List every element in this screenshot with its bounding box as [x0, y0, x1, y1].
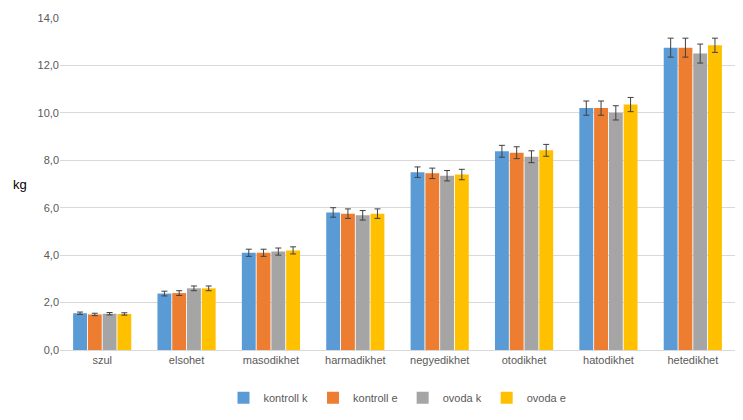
svg-text:ovoda k: ovoda k: [443, 392, 482, 404]
svg-text:14,0: 14,0: [38, 12, 59, 24]
svg-text:szul: szul: [92, 354, 112, 366]
svg-text:4,0: 4,0: [44, 249, 59, 261]
svg-text:otodikhet: otodikhet: [502, 354, 547, 366]
svg-text:hatodikhet: hatodikhet: [583, 354, 634, 366]
svg-text:2,0: 2,0: [44, 296, 59, 308]
svg-text:masodikhet: masodikhet: [243, 354, 299, 366]
svg-text:elsohet: elsohet: [169, 354, 204, 366]
svg-text:12,0: 12,0: [38, 59, 59, 71]
svg-text:hetedikhet: hetedikhet: [667, 354, 718, 366]
svg-text:negyedikhet: negyedikhet: [410, 354, 469, 366]
svg-text:harmadikhet: harmadikhet: [325, 354, 386, 366]
svg-text:kg: kg: [13, 177, 27, 192]
svg-text:kontroll k: kontroll k: [264, 392, 309, 404]
svg-text:ovoda e: ovoda e: [527, 392, 566, 404]
svg-text:0,0: 0,0: [44, 344, 59, 356]
svg-text:6,0: 6,0: [44, 202, 59, 214]
svg-text:8,0: 8,0: [44, 154, 59, 166]
svg-text:kontroll e: kontroll e: [353, 392, 398, 404]
svg-text:10,0: 10,0: [38, 107, 59, 119]
